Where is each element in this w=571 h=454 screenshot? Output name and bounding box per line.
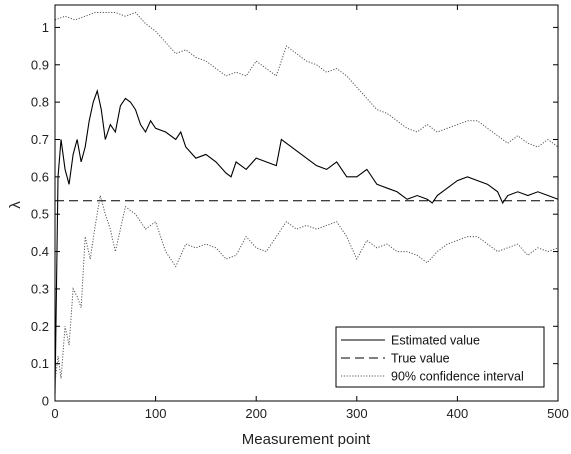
y-tick-label: 0.7 [31, 132, 49, 147]
y-tick-label: 0.5 [31, 207, 49, 222]
y-tick-label: 0.6 [31, 169, 49, 184]
x-axis-title: Measurement point [242, 431, 371, 448]
y-tick-label: 0.2 [31, 319, 49, 334]
legend-label-1: True value [391, 352, 450, 366]
y-tick-label: 0.3 [31, 281, 49, 296]
series-line-0 [54, 88, 559, 394]
y-tick-label: 0.8 [31, 95, 49, 110]
x-tick-label: 0 [51, 406, 58, 421]
plot-frame [54, 4, 559, 402]
y-tick-label: 1 [42, 20, 49, 35]
y-axis-title: λ [7, 201, 24, 209]
legend-label-2: 90% confidence interval [391, 370, 524, 384]
legend-box [335, 326, 545, 388]
legend-label-0: Estimated value [391, 334, 480, 348]
y-tick-label: 0.9 [31, 57, 49, 72]
x-tick-label: 100 [145, 406, 167, 421]
series-line-2 [54, 11, 559, 148]
y-tick-label: 0 [42, 394, 49, 409]
x-tick-label: 400 [447, 406, 469, 421]
series-line-3 [54, 195, 559, 383]
y-tick-label: 0.4 [31, 244, 49, 259]
y-axis: 0 0.1 0.2 0.3 0.4 0.5 0.6 0.7 0.8 0.9 1 [31, 20, 558, 409]
legend: Estimated value True value 90% confidence … [335, 326, 545, 388]
y-tick-label: 0.1 [31, 356, 49, 371]
x-tick-label: 500 [547, 406, 569, 421]
x-tick-label: 300 [346, 406, 368, 421]
series-layer [54, 11, 559, 394]
x-tick-label: 200 [245, 406, 267, 421]
x-axis: 0 100 200 300 400 500 [51, 5, 569, 421]
